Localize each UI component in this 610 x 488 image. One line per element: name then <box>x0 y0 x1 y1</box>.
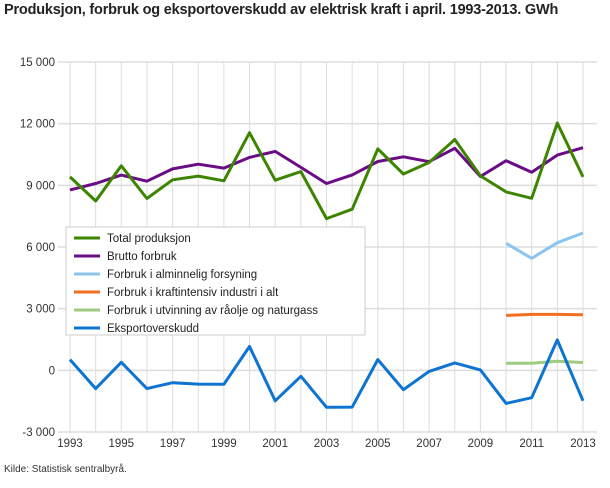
legend: Total produksjon Brutto forbruk Forbruk i … <box>65 226 366 336</box>
x-tick-label: 2011 <box>519 438 544 450</box>
series-line-0 <box>68 121 585 221</box>
legend-label: Forbruk i utvinning av råolje og naturga… <box>107 305 318 317</box>
y-tick-label: -3 000 <box>22 427 55 439</box>
legend-box <box>65 226 366 336</box>
y-tick-label: 15 000 <box>20 57 55 69</box>
series-line-3 <box>506 312 584 317</box>
legend-label: Forbruk i kraftintensiv industri i alt <box>107 287 279 299</box>
source-note: Kilde: Statistisk sentralbyrå. <box>4 464 127 475</box>
legend-label: Total produksjon <box>107 233 191 245</box>
y-tick-label: 9 000 <box>26 180 55 192</box>
x-tick-label: 2001 <box>262 438 288 450</box>
x-tick-label: 1997 <box>160 438 186 450</box>
legend-label: Eksportoverskudd <box>107 323 199 335</box>
y-tick-label: 12 000 <box>20 119 55 131</box>
y-tick-label: 3 000 <box>26 304 55 316</box>
series-line-5 <box>68 338 585 409</box>
y-tick-label: 0 <box>49 365 55 377</box>
legend-label: Brutto forbruk <box>107 251 177 263</box>
x-tick-label: 2009 <box>468 438 494 450</box>
series-line-2 <box>505 231 584 260</box>
chart-title: Produksjon, forbruk og eksportoverskudd … <box>4 2 559 18</box>
x-tick-label: 2005 <box>365 438 391 450</box>
x-tick-label: 1995 <box>109 438 135 450</box>
series-line-4 <box>506 359 584 365</box>
x-tick-label: 2007 <box>416 438 442 450</box>
legend-label: Forbruk i alminnelig forsyning <box>107 269 257 281</box>
series-line-1 <box>69 146 584 192</box>
x-tick-label: 1993 <box>57 438 83 450</box>
x-tick-label: 1999 <box>211 438 237 450</box>
y-tick-label: 6 000 <box>26 242 55 254</box>
x-tick-label: 2013 <box>570 438 596 450</box>
x-tick-label: 2003 <box>314 438 340 450</box>
